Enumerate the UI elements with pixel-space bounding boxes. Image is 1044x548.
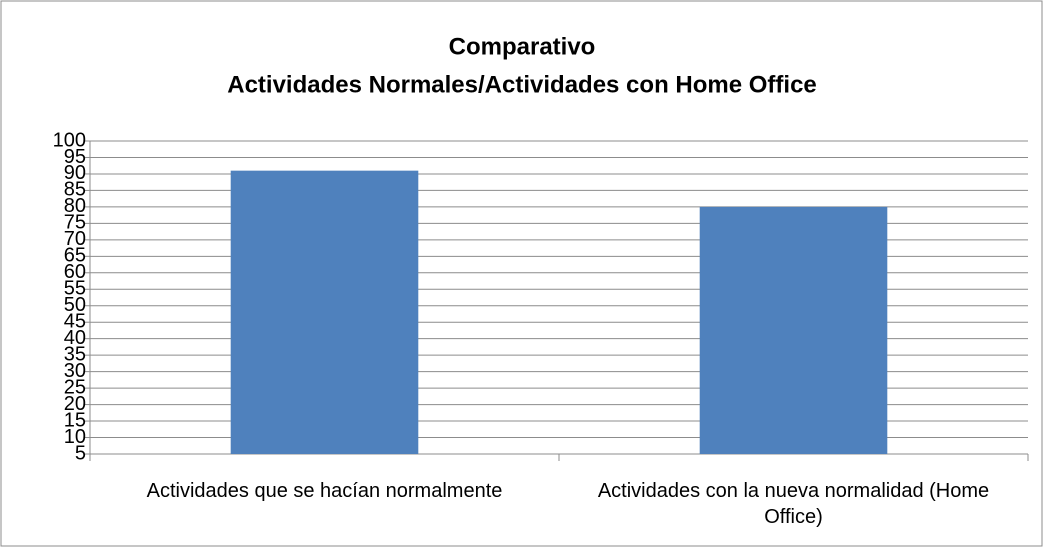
y-tick-label: 35 xyxy=(64,343,86,365)
y-tick-label: 80 xyxy=(64,195,86,217)
y-tick-label: 60 xyxy=(64,261,86,283)
y-tick-label: 65 xyxy=(64,245,86,267)
y-tick-label: 15 xyxy=(64,409,86,431)
bar xyxy=(230,170,419,454)
x-tick-label: Actividades que se hacían normalmente xyxy=(146,480,503,502)
y-tick-label: 95 xyxy=(64,146,86,168)
y-tick-label: 55 xyxy=(64,278,86,300)
chart-title: Actividades Normales/Actividades con Hom… xyxy=(227,71,817,98)
chart-title: Comparativo xyxy=(449,33,596,60)
y-tick-label: 30 xyxy=(64,360,86,382)
y-tick-label: 10 xyxy=(64,426,86,448)
y-tick-label: 70 xyxy=(64,228,86,250)
y-tick-label: 75 xyxy=(64,212,86,234)
y-tick-label: 45 xyxy=(64,310,86,332)
bar xyxy=(699,206,888,454)
y-tick-label: 85 xyxy=(64,179,86,201)
y-tick-label: 5 xyxy=(75,442,86,464)
y-tick-label: 50 xyxy=(64,294,86,316)
y-tick-label: 20 xyxy=(64,393,86,415)
y-tick-label: 100 xyxy=(53,129,86,151)
y-tick-label: 25 xyxy=(64,376,86,398)
y-tick-label: 90 xyxy=(64,162,86,184)
y-tick-label: 40 xyxy=(64,327,86,349)
x-tick-label: Actividades con la nueva normalidad (Hom… xyxy=(597,480,990,528)
